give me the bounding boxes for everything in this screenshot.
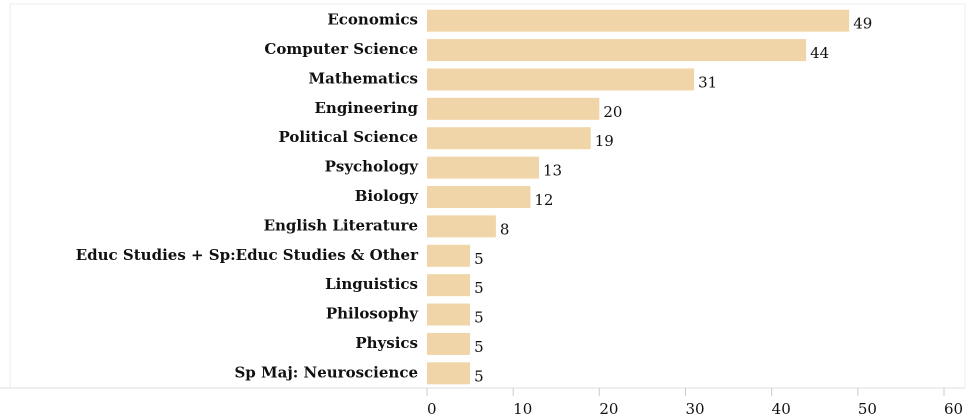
value-label: 5 [474,367,484,385]
y-tick-label: Biology [355,187,420,205]
y-tick-label: Educ Studies + Sp:Educ Studies & Other [76,246,419,264]
value-label: 20 [603,103,622,121]
x-tick-label: 60 [944,400,963,418]
bar [427,68,695,91]
value-label: 5 [474,250,484,268]
bar [427,127,591,150]
value-label: 12 [534,191,553,209]
x-tick-label: 30 [686,400,705,418]
bar [427,156,540,179]
x-tick-label: 10 [513,400,532,418]
y-tick-label: Engineering [314,99,418,117]
x-tick-label: 20 [599,400,618,418]
bar [427,332,471,355]
y-tick-label: Linguistics [325,275,418,293]
value-label: 31 [698,73,717,91]
bar [427,303,471,326]
bar [427,244,471,267]
x-tick-label: 0 [427,400,437,418]
y-tick-label: Philosophy [326,305,419,323]
value-label: 49 [853,15,872,33]
x-tick-label: 50 [858,400,877,418]
y-tick-label: Sp Maj: Neuroscience [234,363,418,381]
value-label: 19 [595,132,614,150]
bar [427,186,531,208]
y-tick-label: Mathematics [309,69,419,87]
bar [427,215,496,238]
bar [427,362,471,385]
value-label: 13 [543,162,562,180]
y-tick-label: Economics [327,11,418,29]
value-label: 5 [474,309,484,327]
bar [427,39,807,62]
value-label: 44 [810,44,829,62]
x-tick-label: 40 [772,400,791,418]
y-tick-label: Political Science [279,128,418,146]
value-label: 8 [500,220,510,238]
y-tick-label: Psychology [325,158,420,176]
y-tick-label: Physics [355,334,418,352]
y-tick-label: English Literature [264,216,418,234]
bar [427,97,600,120]
bar [427,274,471,297]
value-label: 5 [474,279,484,297]
value-label: 5 [474,338,484,356]
bar [427,9,850,32]
y-tick-label: Computer Science [264,40,418,58]
